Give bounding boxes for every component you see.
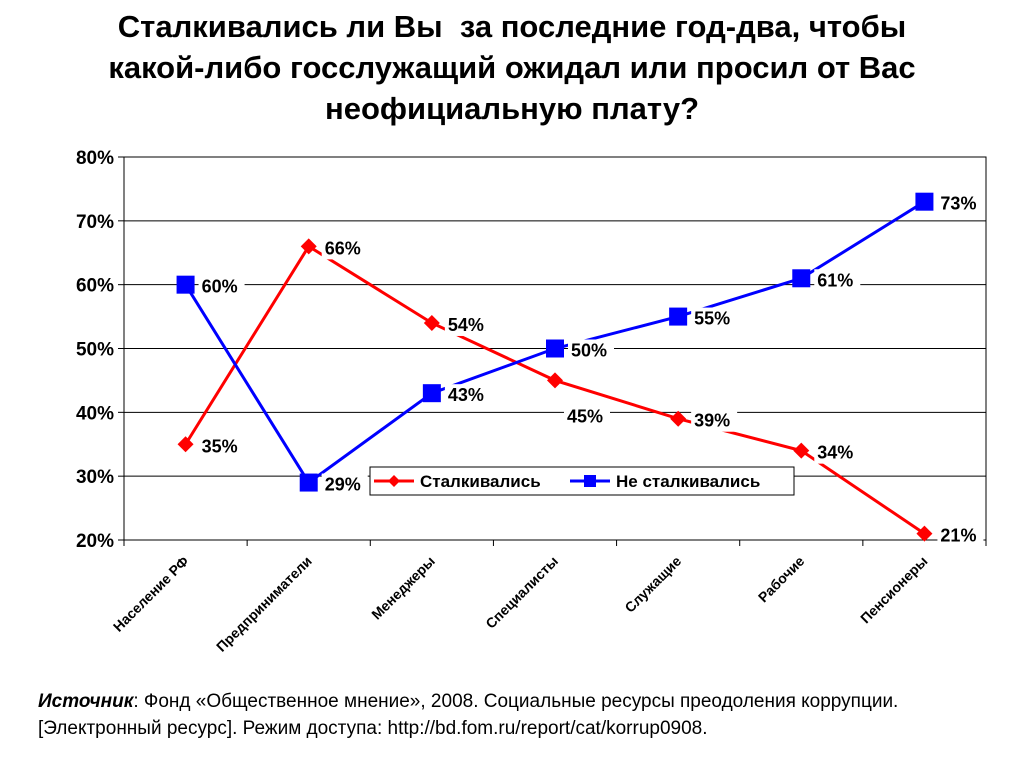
x-tick-label: Специалисты	[482, 553, 561, 632]
data-label-bg	[937, 192, 984, 215]
data-label-bg	[321, 237, 368, 260]
data-label: 21%	[940, 526, 976, 546]
data-label-bg	[814, 269, 861, 292]
data-point	[177, 436, 194, 453]
y-tick-label: 80%	[76, 148, 114, 169]
line-chart: 20% 30% 40% 50% 60% 70% 80% Население РФ Предпри…	[76, 148, 987, 655]
data-label: 50%	[571, 341, 607, 361]
data-label-bg	[444, 384, 491, 407]
data-point	[176, 275, 195, 294]
data-label: 29%	[325, 475, 361, 495]
data-point	[546, 339, 564, 358]
data-label: 61%	[817, 270, 853, 290]
data-label: 54%	[448, 315, 484, 335]
data-point	[916, 525, 933, 542]
data-point	[547, 372, 563, 389]
title-line: Сталкивались ли Вы за последние год-два,…	[117, 9, 907, 44]
data-label: 60%	[202, 277, 238, 297]
y-tick-label: 60%	[76, 276, 114, 297]
data-label: 35%	[202, 436, 238, 456]
data-label-bg	[691, 307, 738, 330]
data-point	[792, 269, 811, 288]
data-point	[915, 192, 934, 211]
data-label: 45%	[567, 406, 603, 426]
data-label-bg	[568, 339, 614, 362]
x-tick-label: Предприниматели	[213, 553, 315, 655]
x-tick-label: Служащие	[621, 553, 684, 616]
data-label: 43%	[448, 385, 484, 405]
data-point	[793, 442, 810, 459]
legend-label: Не сталкивались	[616, 472, 760, 491]
data-label-bg	[198, 275, 245, 298]
title-line: какой-либо госслужащий ожидал или просил…	[108, 50, 916, 85]
data-label-bg	[937, 524, 984, 547]
source-note: Источник: Фонд «Общественное мнение», 20…	[38, 688, 998, 742]
legend-marker	[388, 475, 400, 487]
y-tick-label: 50%	[76, 340, 114, 361]
x-tick-label: Пенсионеры	[857, 553, 931, 627]
y-tick-label: 30%	[76, 467, 114, 488]
data-label-bg	[814, 441, 861, 464]
data-label-bg	[564, 405, 610, 428]
source-label: Источник	[38, 691, 134, 712]
data-label: 73%	[940, 194, 976, 214]
legend-label: Сталкивались	[420, 472, 541, 491]
source-text: : Фонд «Общественное мнение», 2008. Соци…	[38, 691, 899, 739]
y-tick-label: 20%	[76, 531, 114, 552]
data-label: 66%	[325, 238, 361, 258]
data-point	[669, 307, 688, 326]
x-tick-label: Население РФ	[110, 553, 192, 635]
data-label-bg	[198, 435, 245, 458]
data-point	[422, 384, 441, 403]
x-tick-label: Рабочие	[755, 553, 808, 606]
data-label: 39%	[694, 411, 730, 431]
chart-title: Сталкивались ли Вы за последние год-два,…	[40, 6, 984, 129]
data-label: 55%	[694, 309, 730, 329]
legend-marker	[584, 475, 596, 487]
data-point	[299, 473, 318, 492]
x-tick-label: Менеджеры	[368, 553, 438, 623]
title-line: неофициальную плату?	[324, 91, 700, 126]
data-point	[423, 314, 440, 331]
data-point	[300, 238, 317, 255]
y-tick-label: 40%	[76, 403, 114, 424]
data-label-bg	[444, 313, 491, 336]
data-point	[670, 410, 687, 427]
data-label: 34%	[817, 443, 853, 463]
y-tick-label: 70%	[76, 212, 114, 233]
data-label-bg	[691, 409, 738, 432]
data-label-bg	[321, 473, 368, 496]
